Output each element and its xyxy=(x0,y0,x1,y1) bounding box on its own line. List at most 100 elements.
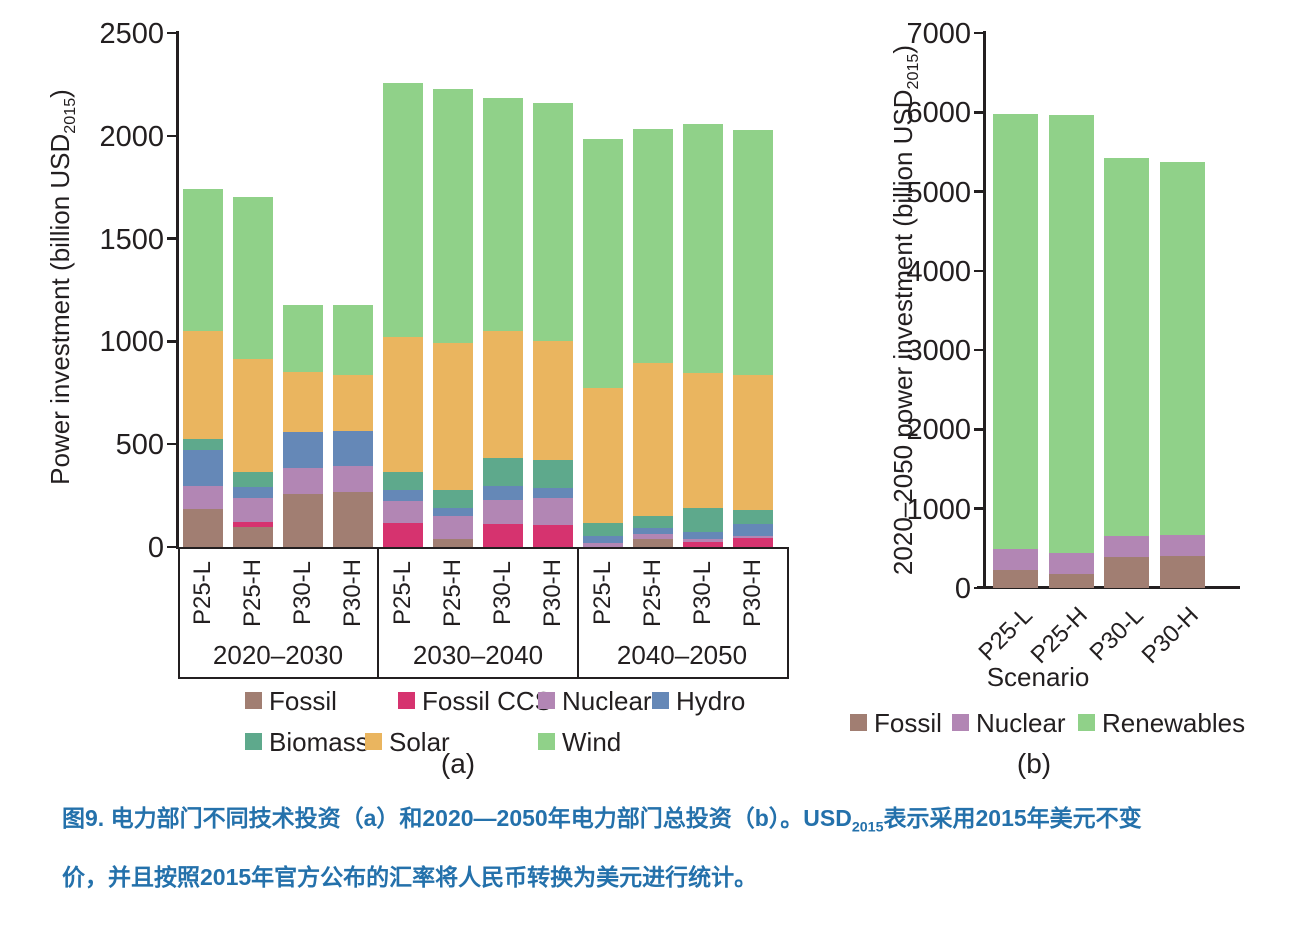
panel-a-bar-g1-p30-h-wind xyxy=(333,305,373,376)
panel-a-bar-g2-p30-l-nuclear xyxy=(483,499,523,525)
panel-b-y-tick-3000 xyxy=(974,348,984,352)
panel-a-bar-g3-p25-h-nuclear xyxy=(633,534,673,539)
panel-a-bar-g1-p25-h-wind xyxy=(233,197,273,359)
panel-a-x-tick-label-p25-l: P25-L xyxy=(389,560,416,626)
panel-a-bar-g2-p25-l-wind xyxy=(383,83,423,338)
panel-a-bar-g1-p25-l-hydro xyxy=(183,450,223,487)
panel-a-y-tick-label-500: 500 xyxy=(115,429,164,462)
panel-b-y-tick-5000 xyxy=(974,190,984,193)
panel-a-bar-g3-p25-l-solar xyxy=(583,387,623,524)
panel-a-y-tick-label-1500: 1500 xyxy=(99,223,164,256)
panel-a-bar-g3-p25-h-biomass xyxy=(633,515,673,529)
panel-b-bar-p25-h-renewables xyxy=(1048,114,1094,553)
panel-a-bar-g2-p25-h-hydro xyxy=(433,508,473,516)
panel-a-bar-g3-p25-h-hydro xyxy=(633,528,673,535)
panel-a-bar-g3-p30-h-nuclear xyxy=(733,535,773,538)
panel-a-x-tick-label-p30-h: P30-H xyxy=(539,558,566,628)
panel-a-group-label-1: 2020–2030 xyxy=(212,640,344,670)
panel-a-bar-g3-p25-h-wind xyxy=(633,128,673,363)
panel-a-bar-g1-p25-l-biomass xyxy=(183,439,223,451)
panel-a-bar-g1-p25-h-biomass xyxy=(233,471,273,487)
panel-b-legend-label-renewables: Renewables xyxy=(1102,708,1246,738)
panel-a-legend-swatch-fossil xyxy=(245,692,262,709)
panel-a-y-tick-2500 xyxy=(167,31,177,35)
panel-b-y-tick-label-7000: 7000 xyxy=(906,18,971,50)
panel-a-y-tick-label-1000: 1000 xyxy=(99,326,164,359)
panel-a-x-tick-label-p25-l: P25-L xyxy=(189,560,216,626)
panel-a-y-tick-0 xyxy=(167,545,177,549)
panel-a-bar-g1-p30-l-fossil xyxy=(283,493,323,547)
panel-a-y-tick-label-2500: 2500 xyxy=(99,18,164,50)
panel-a-bar-g2-p25-l-hydro xyxy=(383,490,423,501)
panel-a-bar-g1-p30-h-hydro xyxy=(333,430,373,466)
panel-a-y-axis-line xyxy=(176,31,179,549)
panel-a-bar-g3-p30-l-fossil-ccs xyxy=(683,541,723,547)
panel-a-bar-g2-p30-l-biomass xyxy=(483,457,523,486)
panel-a-bar-g1-p30-h-solar xyxy=(333,375,373,431)
panel-a-label: (a) xyxy=(440,748,476,779)
panel-a-y-tick-1500 xyxy=(167,237,177,240)
panel-b-y-tick-label-0: 0 xyxy=(954,573,971,605)
panel-b-legend-swatch-fossil xyxy=(850,714,867,731)
panel-a-group-label-2: 2030–2040 xyxy=(412,640,544,670)
panel-a-bar-g2-p25-h-nuclear xyxy=(433,515,473,539)
caption-text-1: 图9. 电力部门不同技术投资（a）和2020—2050年电力部门总投资（b）。U… xyxy=(62,805,852,831)
panel-a-y-tick-500 xyxy=(167,442,177,446)
panel-b-y-axis-label-subscript: 2015 xyxy=(904,53,923,90)
panel-a-bar-g1-p25-l-nuclear xyxy=(183,486,223,509)
panel-a-bar-g1-p25-h-fossil xyxy=(233,527,273,547)
panel-a-bar-g3-p30-h-biomass xyxy=(733,509,773,525)
panel-a-bar-g1-p25-l-fossil xyxy=(183,508,223,547)
panel-a-y-axis-label-close: ) xyxy=(45,89,75,98)
panel-b-bar-p30-h-renewables xyxy=(1159,162,1205,535)
panel-a-legend-label-wind: Wind xyxy=(562,727,622,757)
panel-a-legend-swatch-biomass xyxy=(245,733,262,750)
panel-a-x-tick-label-p30-l: P30-L xyxy=(289,560,316,626)
panel-a-bar-g3-p30-h-wind xyxy=(733,129,773,376)
panel-a-x-tick-label-p30-l: P30-L xyxy=(489,560,516,626)
panel-a-bar-g1-p25-h-fossil-ccs xyxy=(233,522,273,528)
panel-a-bar-g3-p25-l-wind xyxy=(583,138,623,388)
panel-a-group-label-3: 2040–2050 xyxy=(616,640,748,670)
panel-b-y-tick-0 xyxy=(974,586,984,590)
panel-b-bar-p25-h-fossil xyxy=(1048,573,1094,588)
panel-a-bar-g2-p30-l-fossil-ccs xyxy=(483,524,523,547)
panel-a-bar-g3-p30-h-hydro xyxy=(733,524,773,536)
panel-a-bar-g2-p30-l-hydro xyxy=(483,485,523,500)
panel-a-bar-g2-p25-h-fossil xyxy=(433,538,473,547)
panel-a-y-tick-label-2000: 2000 xyxy=(99,120,164,153)
panel-a-group-divider-1 xyxy=(377,547,379,677)
panel-a-legend-label-solar: Solar xyxy=(389,727,450,757)
panel-a-y-axis-label: Power investment (billion USD2015) xyxy=(45,50,79,524)
panel-a-bar-g1-p25-h-nuclear xyxy=(233,497,273,523)
panel-a-y-tick-label-0: 0 xyxy=(147,532,164,564)
panel-a-bar-g3-p25-l-hydro xyxy=(583,535,623,544)
panel-a-bar-g2-p25-l-nuclear xyxy=(383,500,423,524)
panel-b-y-tick-label-6000: 6000 xyxy=(906,97,971,130)
panel-b-y-tick-4000 xyxy=(974,269,984,273)
panel-b-bar-p30-l-fossil xyxy=(1104,557,1149,588)
panel-a-y-axis-label-subscript: 2015 xyxy=(61,97,80,134)
panel-a-bar-g3-p30-h-fossil-ccs xyxy=(733,537,773,547)
panel-a-bar-g1-p30-h-nuclear xyxy=(333,465,373,492)
panel-a-legend-label-biomass: Biomass xyxy=(269,727,369,757)
panel-a-bar-g1-p25-l-solar xyxy=(183,331,223,440)
panel-a-x-tick-label-p25-h: P25-H xyxy=(439,558,466,628)
panel-a-legend-label-hydro: Hydro xyxy=(676,686,746,716)
panel-a-legend-swatch-fossil-ccs xyxy=(398,692,415,709)
panel-b-y-tick-1000 xyxy=(974,507,984,510)
panel-b-legend-label-nuclear: Nuclear xyxy=(976,708,1066,738)
panel-a-bar-g2-p25-l-fossil-ccs xyxy=(383,523,423,547)
panel-b-y-tick-label-4000: 4000 xyxy=(906,255,971,288)
panel-a-bar-g1-p25-h-hydro xyxy=(233,486,273,498)
panel-a-legend-label-fossil-ccs: Fossil CCS xyxy=(422,686,553,716)
panel-a-bar-g3-p30-l-solar xyxy=(683,373,723,508)
panel-a-bar-g3-p30-l-wind xyxy=(683,124,723,374)
panel-a-bar-g2-p30-h-hydro xyxy=(533,488,573,499)
panel-b-y-tick-label-2000: 2000 xyxy=(906,414,971,447)
panel-a-legend-label-nuclear: Nuclear xyxy=(562,686,652,716)
panel-a-x-tick-label-p30-l: P30-L xyxy=(689,560,716,626)
caption-text-3: 价，并且按照2015年官方公布的汇率将人民币转换为美元进行统计。 xyxy=(62,864,758,891)
panel-a-x-axis-group-box xyxy=(178,547,789,679)
